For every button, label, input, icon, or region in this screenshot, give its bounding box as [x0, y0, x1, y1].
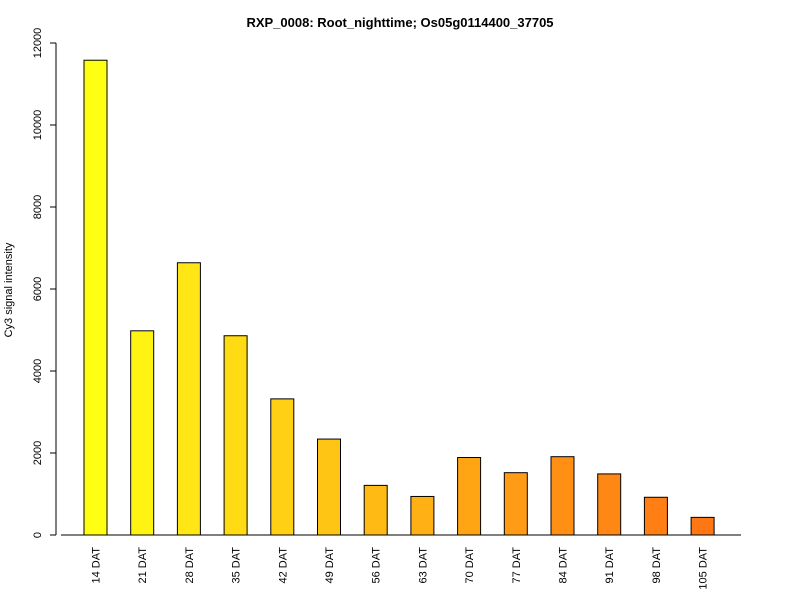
y-tick-label: 8000	[32, 195, 44, 219]
bar	[223, 335, 248, 536]
y-tick-label: 6000	[32, 277, 44, 301]
x-tick-label: 84 DAT	[558, 547, 570, 584]
x-tick-label: 42 DAT	[277, 547, 289, 584]
bar	[270, 398, 295, 536]
chart-title: RXP_0008: Root_nighttime; Os05g0114400_3…	[246, 15, 553, 30]
bar	[363, 484, 388, 536]
x-tick-label: 91 DAT	[604, 547, 616, 584]
y-tick-label: 12000	[32, 28, 44, 59]
bar	[643, 496, 668, 536]
bar	[176, 262, 201, 536]
bar	[690, 516, 715, 536]
bar	[130, 330, 155, 536]
x-axis: 14 DAT 21 DAT 28 DAT 35 DAT 42 DAT 49 DAT 56 D…	[61, 534, 741, 590]
y-tick-label: 2000	[32, 441, 44, 465]
y-axis-label: Cy3 signal intensity	[3, 242, 15, 337]
bar	[83, 59, 108, 536]
bar	[550, 456, 575, 536]
x-tick-label: 70 DAT	[464, 547, 476, 584]
x-tick-label: 105 DAT	[698, 547, 710, 590]
y-tick-label: 4000	[32, 359, 44, 383]
bar	[503, 472, 528, 536]
x-tick-label: 63 DAT	[417, 547, 429, 584]
x-tick-label: 98 DAT	[651, 547, 663, 584]
x-tick-label: 49 DAT	[324, 547, 336, 584]
bar	[317, 438, 341, 536]
bar	[597, 473, 622, 536]
y-axis: 0 2000 4000 6000 8000 10000 12000	[32, 28, 57, 538]
x-tick-label: 56 DAT	[371, 547, 383, 584]
y-tick-label: 10000	[32, 110, 44, 141]
bars-group	[83, 59, 715, 536]
x-tick-label: 21 DAT	[137, 547, 149, 584]
x-tick-label: 77 DAT	[511, 547, 523, 584]
x-tick-label: 14 DAT	[91, 547, 103, 584]
bar	[410, 495, 435, 536]
x-tick-label: 28 DAT	[184, 547, 196, 584]
y-tick-label: 0	[32, 532, 44, 538]
bar	[457, 457, 482, 536]
x-tick-label: 35 DAT	[231, 547, 243, 584]
